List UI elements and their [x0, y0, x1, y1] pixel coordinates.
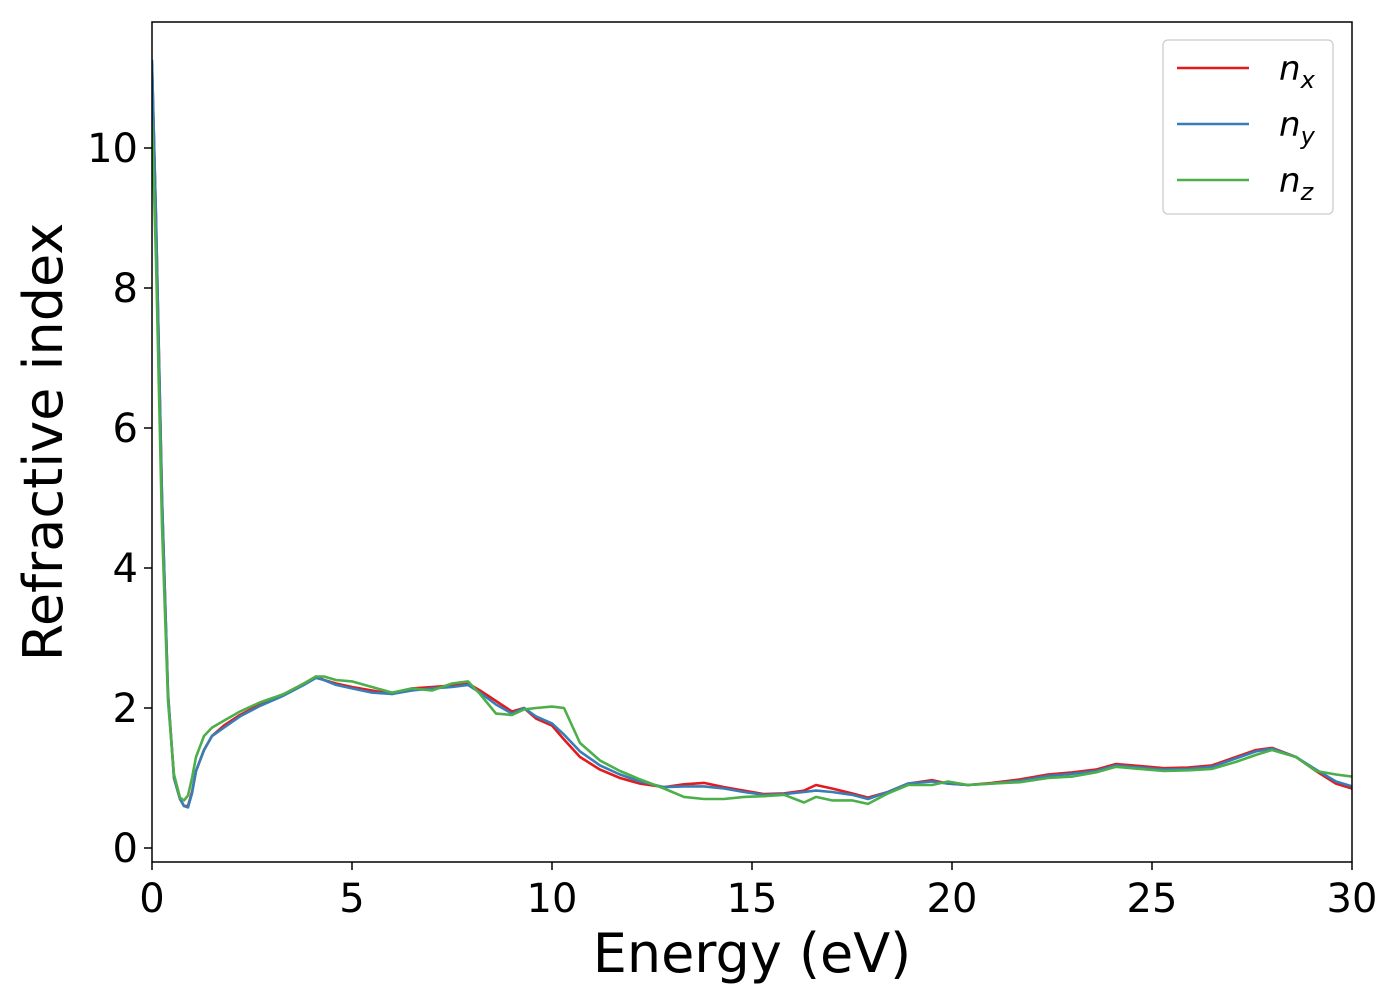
- x-tick-label: 5: [339, 876, 364, 922]
- x-tick-label: 10: [527, 876, 578, 922]
- y-tick-label: 8: [113, 266, 138, 312]
- series-line-n-x: [152, 62, 1352, 808]
- series-line-n-y: [152, 59, 1352, 809]
- legend-label-y: ny: [1279, 105, 1316, 150]
- x-tick-label: 25: [1127, 876, 1178, 922]
- x-tick-label: 30: [1327, 876, 1378, 922]
- y-axis-title: Refractive index: [12, 223, 75, 662]
- y-tick-label: 2: [113, 686, 138, 732]
- ticks-layer: 0 5 10 15 20 25 30 0 2 4 6 8 10: [87, 126, 1377, 922]
- y-tick-label: 10: [87, 126, 138, 172]
- legend-label-x: nx: [1279, 49, 1316, 94]
- legend-box: [1162, 39, 1334, 215]
- plot-layer: [152, 59, 1352, 809]
- series-line-n-z: [152, 118, 1352, 806]
- legend: nx ny nz: [1162, 39, 1334, 215]
- y-tick-label: 0: [113, 826, 138, 872]
- y-tick-label: 4: [113, 546, 138, 592]
- x-tick-label: 15: [727, 876, 778, 922]
- y-tick-label: 6: [113, 406, 138, 452]
- x-tick-label: 20: [927, 876, 978, 922]
- legend-label-z: nz: [1279, 161, 1315, 206]
- x-tick-label: 0: [139, 876, 164, 922]
- x-axis-title: Energy (eV): [593, 922, 912, 985]
